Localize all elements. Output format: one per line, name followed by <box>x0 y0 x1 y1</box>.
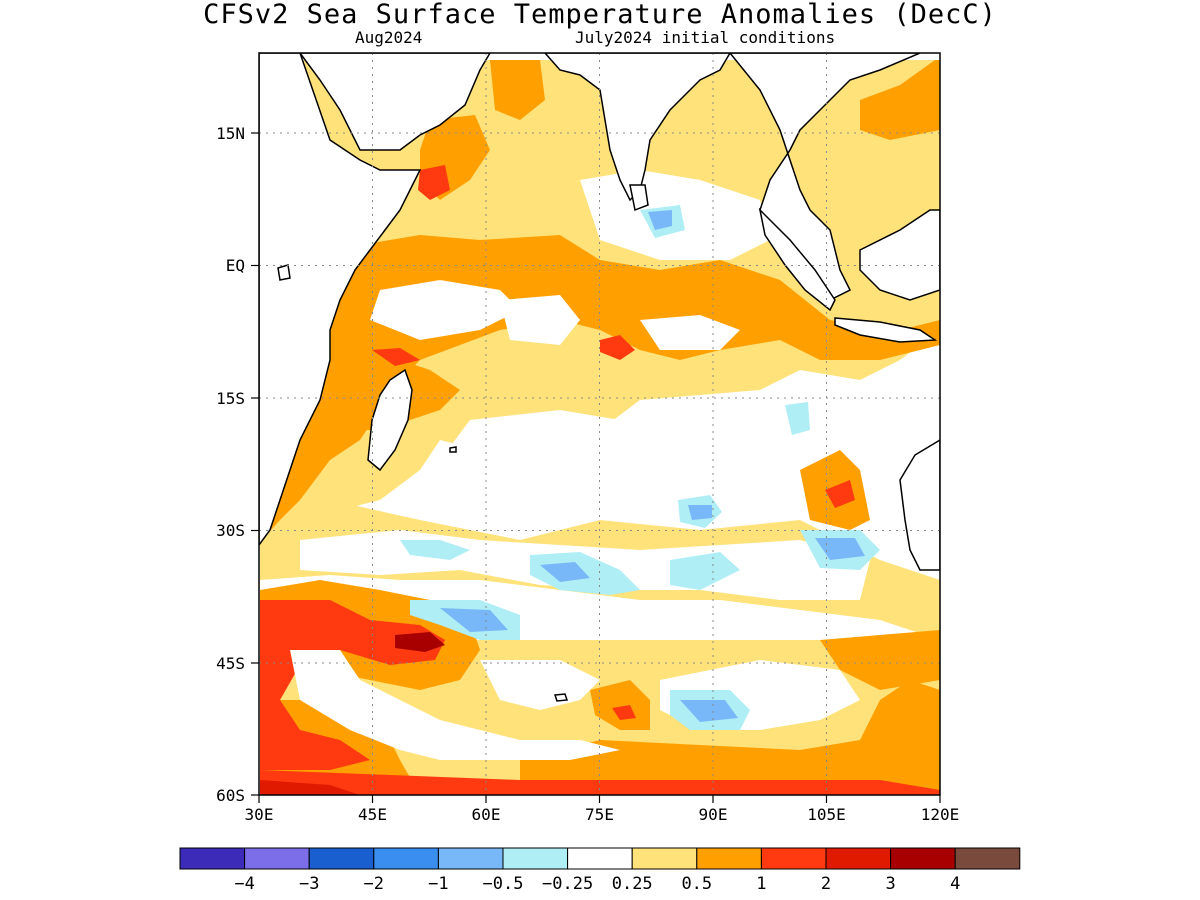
colorbar-label: 3 <box>885 874 895 894</box>
colorbar-label: −3 <box>299 874 319 894</box>
coastlines <box>259 53 940 702</box>
colorbar-label: 1 <box>756 874 766 894</box>
map-title: CFSv2 Sea Surface Temperature Anomalies … <box>203 0 997 30</box>
colorbar-swatch <box>437 847 504 870</box>
colorbar-swatch <box>244 847 310 870</box>
colorbar-swatch <box>825 847 892 870</box>
colorbar-swatch <box>502 847 569 870</box>
lat-label-eq: EQ <box>226 256 245 275</box>
latitude-labels: 15N EQ 15S 30S 45S 60S <box>216 124 245 805</box>
grid-lines <box>259 53 940 795</box>
longitude-labels: 30E 45E 60E 75E 90E 105E 120E <box>245 805 960 824</box>
lat-label-60s: 60S <box>216 786 245 805</box>
colorbar-swatch <box>567 847 633 870</box>
colorbar-label: 0.5 <box>681 874 712 894</box>
lon-label-120e: 120E <box>921 805 960 824</box>
lon-label-30e: 30E <box>245 805 274 824</box>
colorbar-label: −2 <box>364 874 384 894</box>
lon-label-75e: 75E <box>585 805 614 824</box>
colorbar-swatch <box>890 847 956 870</box>
lon-label-105e: 105E <box>807 805 846 824</box>
lat-label-15s: 15S <box>216 389 245 408</box>
colorbar-swatch <box>696 847 762 870</box>
colorbar-label: −1 <box>428 874 448 894</box>
lat-label-45s: 45S <box>216 654 245 673</box>
colorbar-swatch <box>179 847 246 870</box>
forecast-month: Aug2024 <box>355 28 423 47</box>
lat-label-30s: 30S <box>216 521 245 540</box>
colorbar-label: 4 <box>950 874 960 894</box>
colorbar-swatch <box>954 847 1021 870</box>
colorbar-label: −4 <box>234 874 254 894</box>
colorbar-label: −0.5 <box>483 874 524 894</box>
colorbar-swatch <box>373 847 439 870</box>
colorbar-label: 0.25 <box>612 874 653 894</box>
tick-marks <box>251 132 941 803</box>
lon-label-90e: 90E <box>699 805 728 824</box>
lon-label-45e: 45E <box>358 805 387 824</box>
colorbar-label: −0.25 <box>542 874 593 894</box>
colorbar-swatch <box>631 847 698 870</box>
colorbar: −4 −3 −2 −1 −0.5 −0.25 0.25 0.5 1 2 3 4 <box>179 847 1021 894</box>
colorbar-swatch <box>308 847 375 870</box>
initial-conditions: July2024 initial conditions <box>575 28 836 47</box>
colorbar-label: 2 <box>821 874 831 894</box>
lat-label-15n: 15N <box>216 124 245 143</box>
lon-label-60e: 60E <box>472 805 501 824</box>
colorbar-swatch <box>760 847 827 870</box>
